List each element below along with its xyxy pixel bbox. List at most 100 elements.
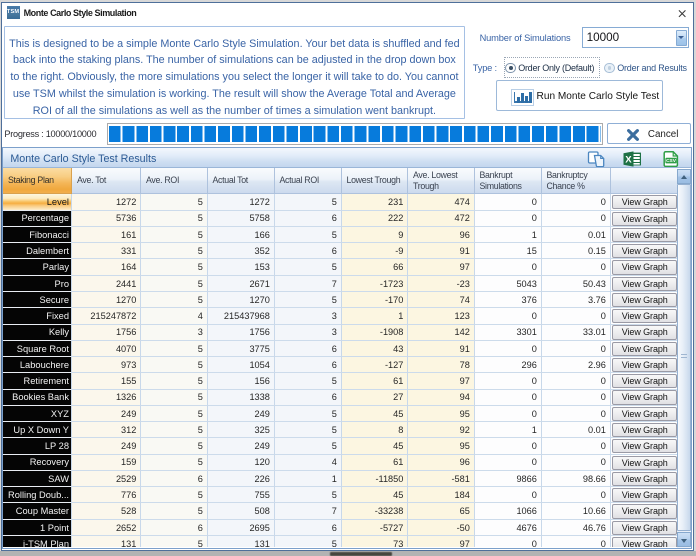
value-cell: 5 bbox=[274, 438, 342, 455]
view-graph-button[interactable]: View Graph bbox=[612, 455, 678, 470]
table-row: Coup Master 528 5 508 7 -33238 65 1066 10.66 View… bbox=[3, 503, 679, 520]
staking-plan-cell[interactable]: Parlay bbox=[3, 259, 73, 276]
view-graph-button[interactable]: View Graph bbox=[612, 244, 678, 259]
close-icon[interactable] bbox=[676, 8, 688, 20]
dropdown-arrow-icon[interactable] bbox=[676, 29, 687, 46]
scroll-down-button[interactable] bbox=[677, 532, 691, 548]
view-graph-cell: View Graph bbox=[610, 487, 679, 504]
value-cell: 5736 bbox=[72, 210, 142, 227]
table-row: Square Root 4070 5 3775 6 43 91 0 0 View Graph bbox=[3, 340, 679, 358]
view-graph-button[interactable]: View Graph bbox=[612, 374, 678, 389]
staking-plan-cell[interactable]: i-TSM Plan bbox=[3, 535, 73, 548]
view-graph-button[interactable]: View Graph bbox=[612, 292, 678, 308]
copy-icon[interactable] bbox=[587, 151, 606, 167]
column-header-lowest-trough[interactable]: Lowest Trough bbox=[341, 168, 409, 195]
staking-plan-cell[interactable]: Level bbox=[3, 194, 73, 211]
view-graph-button[interactable]: View Graph bbox=[612, 536, 678, 548]
vertical-scrollbar[interactable] bbox=[677, 168, 691, 548]
bar-chart-icon bbox=[510, 89, 534, 106]
staking-plan-cell[interactable]: Up X Down Y bbox=[3, 422, 73, 439]
staking-plan-cell[interactable]: Fibonacci bbox=[3, 226, 73, 244]
value-cell: 312 bbox=[72, 422, 142, 439]
staking-plan-cell[interactable]: XYZ bbox=[3, 405, 73, 423]
value-cell: 5 bbox=[141, 373, 208, 390]
view-graph-button[interactable]: View Graph bbox=[612, 276, 678, 291]
staking-plan-cell[interactable]: Kelly bbox=[3, 324, 73, 341]
run-monte-carlo-button[interactable]: Run Monte Carlo Style Test bbox=[496, 79, 663, 112]
scroll-up-button[interactable] bbox=[677, 168, 691, 185]
view-graph-button[interactable]: View Graph bbox=[612, 406, 678, 421]
view-graph-button[interactable]: View Graph bbox=[612, 390, 678, 405]
view-graph-button[interactable]: View Graph bbox=[612, 423, 678, 438]
view-graph-cell: View Graph bbox=[610, 405, 679, 423]
staking-plan-cell[interactable]: Coup Master bbox=[3, 503, 73, 520]
view-graph-button[interactable]: View Graph bbox=[612, 488, 678, 503]
column-header-staking-plan[interactable]: Staking Plan bbox=[3, 168, 73, 195]
value-cell: 91 bbox=[408, 243, 475, 260]
view-graph-button[interactable]: View Graph bbox=[612, 211, 678, 226]
value-cell: 0 bbox=[474, 373, 542, 390]
radio-order-only-label[interactable]: Order Only (Default) bbox=[518, 63, 595, 74]
radio-focus-rect bbox=[504, 57, 601, 79]
staking-plan-cell[interactable]: Fixed bbox=[3, 308, 73, 325]
view-graph-cell: View Graph bbox=[610, 308, 679, 325]
view-graph-button[interactable]: View Graph bbox=[612, 227, 678, 242]
column-header-ave-roi[interactable]: Ave. ROI bbox=[141, 168, 208, 195]
view-graph-button[interactable]: View Graph bbox=[612, 309, 678, 324]
column-header-actual-roi[interactable]: Actual ROI bbox=[274, 168, 342, 195]
staking-plan-cell[interactable]: Pro bbox=[3, 275, 73, 292]
staking-plan-cell[interactable]: 1 Point bbox=[3, 519, 73, 536]
value-cell: 156 bbox=[207, 373, 275, 390]
staking-plan-cell[interactable]: Rolling Doub... bbox=[3, 487, 73, 504]
staking-plan-cell[interactable]: SAW bbox=[3, 470, 73, 488]
staking-plan-cell[interactable]: LP 28 bbox=[3, 438, 73, 455]
column-header-actual-tot[interactable]: Actual Tot bbox=[207, 168, 275, 195]
column-header-ave-tot[interactable]: Ave. Tot bbox=[72, 168, 142, 195]
column-header-ave-lowest-trough[interactable]: Ave. Lowest Trough bbox=[408, 168, 475, 195]
view-graph-button[interactable]: View Graph bbox=[612, 195, 678, 210]
value-cell: -9 bbox=[341, 243, 409, 260]
csv-export-icon[interactable]: CSV bbox=[662, 150, 680, 167]
staking-plan-cell[interactable]: Dalembert bbox=[3, 243, 73, 260]
view-graph-button[interactable]: View Graph bbox=[612, 520, 678, 535]
column-header-bankrupt-simulations[interactable]: Bankrupt Simulations bbox=[474, 168, 542, 195]
value-cell: 0 bbox=[541, 535, 611, 548]
view-graph-button[interactable]: View Graph bbox=[612, 325, 678, 340]
radio-order-and-results[interactable] bbox=[604, 62, 615, 74]
scrollbar-thumb[interactable] bbox=[677, 183, 691, 531]
staking-plan-cell[interactable]: Retirement bbox=[3, 373, 73, 390]
scrollbar-grip bbox=[680, 354, 688, 360]
excel-export-icon[interactable]: X bbox=[623, 151, 642, 167]
view-graph-button[interactable]: View Graph bbox=[612, 260, 678, 275]
value-cell: 78 bbox=[408, 357, 475, 374]
staking-plan-cell[interactable]: Secure bbox=[3, 291, 73, 309]
staking-plan-cell[interactable]: Square Root bbox=[3, 340, 73, 358]
column-header-bankruptcy-chance-[interactable]: Bankruptcy Chance % bbox=[541, 168, 611, 195]
view-graph-cell: View Graph bbox=[610, 470, 679, 488]
value-cell: 5 bbox=[141, 291, 208, 309]
simulations-dropdown[interactable]: 10000 bbox=[582, 27, 690, 48]
staking-plan-cell[interactable]: Recovery bbox=[3, 454, 73, 471]
view-graph-button[interactable]: View Graph bbox=[612, 341, 678, 356]
view-graph-button[interactable]: View Graph bbox=[612, 439, 678, 454]
staking-plan-cell[interactable]: Labouchere bbox=[3, 357, 73, 374]
value-cell: 98.66 bbox=[541, 470, 611, 488]
value-cell: 5 bbox=[141, 487, 208, 504]
view-graph-button[interactable]: View Graph bbox=[612, 357, 678, 373]
value-cell: 131 bbox=[72, 535, 142, 548]
view-graph-button[interactable]: View Graph bbox=[612, 504, 678, 519]
radio-order-only[interactable] bbox=[505, 62, 516, 74]
value-cell: 5758 bbox=[207, 210, 275, 227]
radio-order-and-results-label[interactable]: Order and Results bbox=[617, 63, 687, 74]
staking-plan-cell[interactable]: Bookies Bank bbox=[3, 389, 73, 406]
table-row: i-TSM Plan 131 5 131 5 73 97 0 0 View Graph bbox=[3, 535, 679, 548]
value-cell: 376 bbox=[474, 291, 542, 309]
value-cell: -127 bbox=[341, 357, 409, 374]
cancel-button[interactable]: Cancel bbox=[607, 123, 692, 144]
view-graph-button[interactable]: View Graph bbox=[612, 471, 678, 486]
value-cell: 120 bbox=[207, 454, 275, 471]
app-icon: TSM bbox=[6, 5, 20, 19]
value-cell: 6 bbox=[274, 210, 342, 227]
value-cell: 5 bbox=[141, 340, 208, 358]
staking-plan-cell[interactable]: Percentage bbox=[3, 210, 73, 227]
